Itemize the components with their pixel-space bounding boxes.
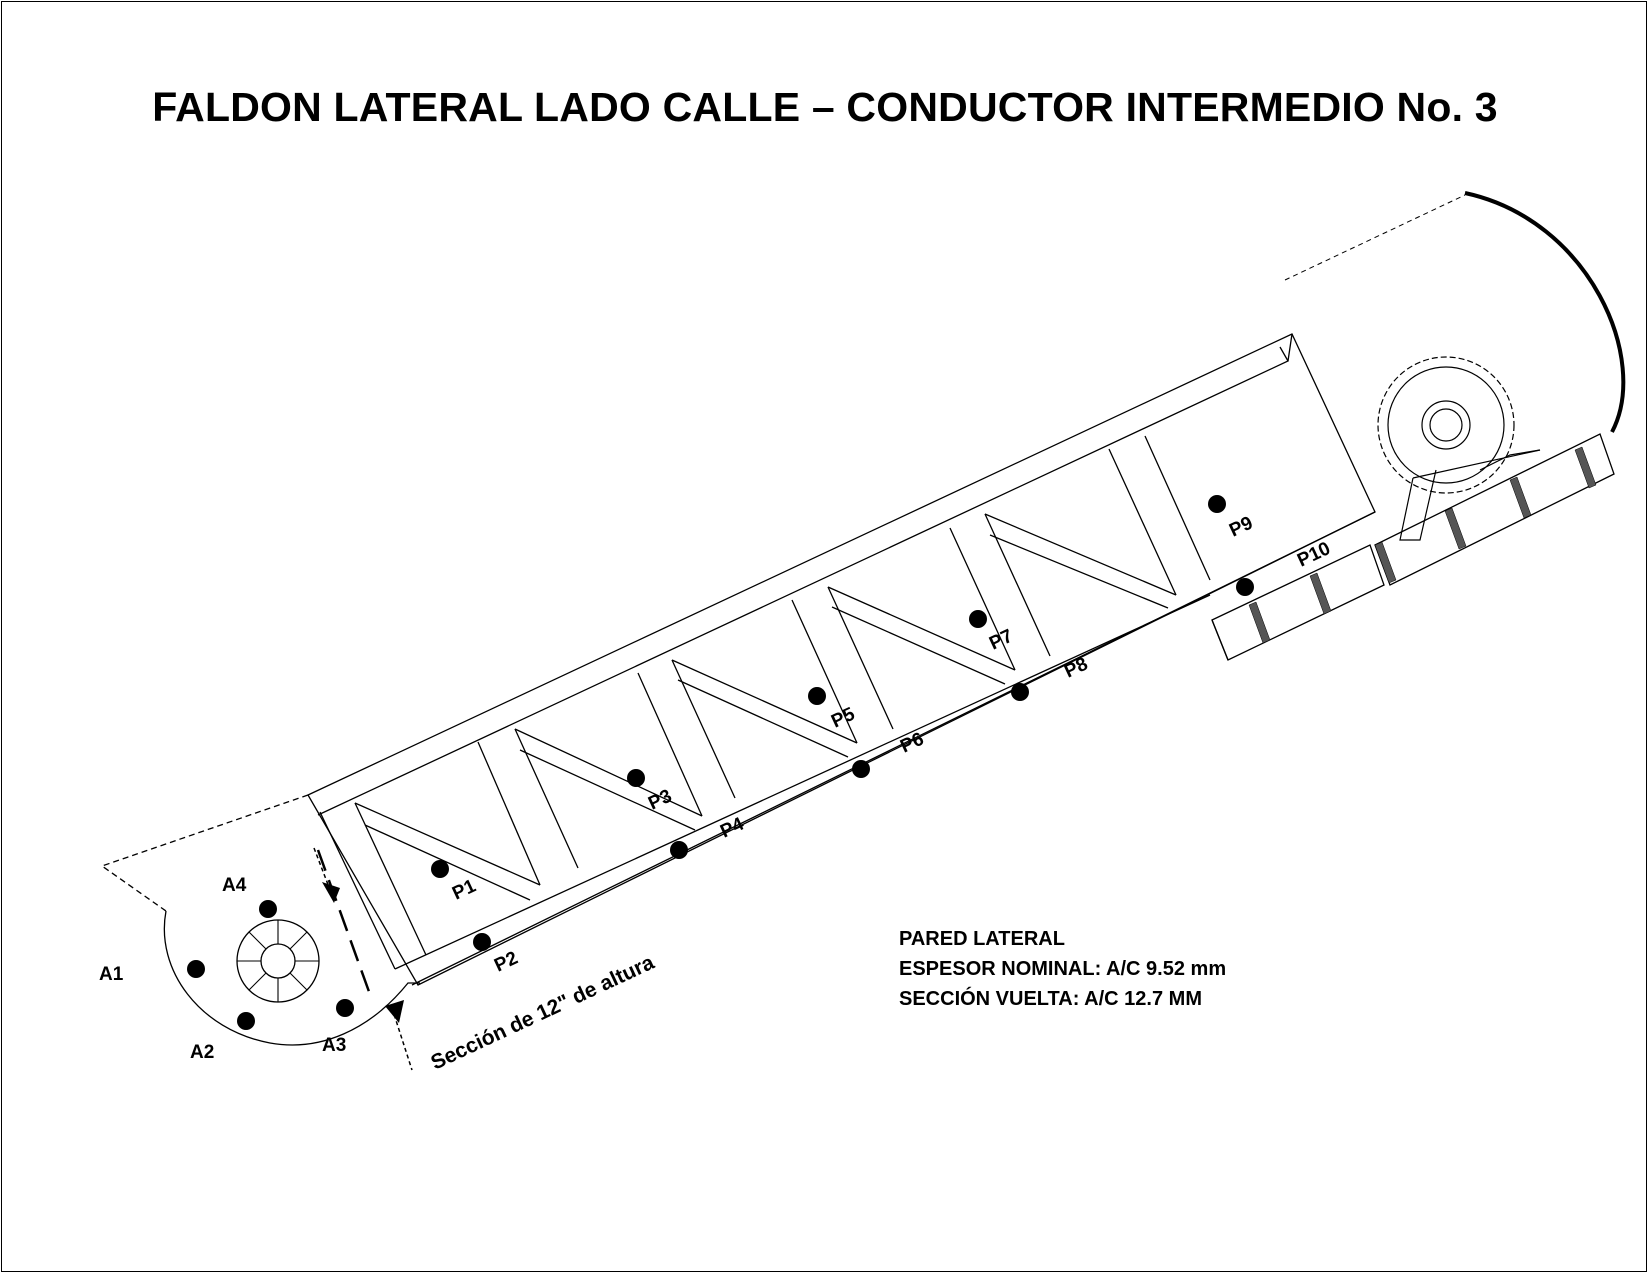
point-P5 [808, 687, 826, 705]
frame-post [354, 802, 427, 956]
sprocket-gear-icon [1377, 356, 1541, 541]
point-P7 [969, 610, 987, 628]
loading-zone-outline [100, 794, 309, 912]
upper-dashed-guide [1284, 194, 1466, 281]
frame-post [791, 599, 858, 744]
diagonal-brace [354, 802, 541, 886]
skirt-end-inner [1287, 333, 1293, 362]
belt-slats [1248, 446, 1597, 644]
label-A1: A1 [99, 964, 124, 985]
section-label: Sección de 12" de altura [427, 951, 658, 1075]
diagonal-brace [677, 679, 849, 758]
skirt-inner-bottom [394, 594, 1211, 970]
diagonal-brace [989, 534, 1169, 609]
tail-skirt-curve [163, 910, 420, 1046]
frame-post [514, 728, 579, 869]
point-P1 [431, 860, 449, 878]
diagonal-brace [364, 824, 531, 901]
label-P2: P2 [491, 948, 521, 977]
label-P7: P7 [986, 626, 1016, 655]
page-title: FALDON LATERAL LADO CALLE – CONDUCTOR IN… [152, 84, 1498, 130]
section-arrow-up [385, 1000, 404, 1023]
point-P6 [852, 760, 870, 778]
frame-post [827, 586, 894, 730]
note-line-3: SECCIÓN VUELTA: A/C 12.7 MM [899, 988, 1202, 1010]
point-P4 [670, 841, 688, 859]
measurement-points [187, 495, 1254, 1030]
point-P8 [1011, 683, 1029, 701]
point-P10 [1236, 578, 1254, 596]
label-A3: A3 [322, 1035, 346, 1056]
frame-post [319, 811, 396, 970]
section-arrow-down [322, 882, 340, 903]
wall-thickness-notes: PARED LATERAL ESPESOR NOMINAL: A/C 9.52 … [899, 924, 1226, 1014]
label-A4: A4 [222, 875, 247, 896]
label-P5: P5 [828, 703, 858, 732]
diagonal-brace [514, 728, 703, 817]
slat-belt-lower [1211, 544, 1385, 661]
point-A1 [187, 960, 205, 978]
frame-post [671, 659, 736, 799]
frame-post [1144, 435, 1211, 581]
head-pulley-arc [1464, 191, 1626, 433]
label-P6: P6 [897, 729, 927, 758]
note-line-1: PARED LATERAL [899, 928, 1065, 950]
point-A3 [336, 999, 354, 1017]
point-P9 [1208, 495, 1226, 513]
tail-roller-icon [236, 919, 320, 1003]
diagonal-brace [519, 749, 696, 831]
note-line-2: ESPESOR NOMINAL: A/C 9.52 mm [899, 958, 1227, 980]
label-P4: P4 [717, 813, 747, 842]
label-P1: P1 [449, 875, 479, 904]
section-cut-line [313, 847, 413, 1071]
skirt-bottom-rail [411, 511, 1376, 986]
point-P2 [473, 933, 491, 951]
label-P9: P9 [1226, 513, 1256, 542]
label-P8: P8 [1061, 654, 1091, 683]
diagonal-brace [984, 513, 1177, 596]
diagonal-brace [831, 606, 1006, 685]
point-P3 [627, 769, 645, 787]
point-A2 [237, 1012, 255, 1030]
frame-post [1108, 448, 1177, 596]
frame-post [637, 672, 703, 817]
diagonal-brace [671, 659, 858, 744]
frame-post [477, 741, 541, 886]
frame-post [949, 527, 1016, 671]
diagonal-brace [827, 586, 1016, 671]
point-A4 [259, 900, 277, 918]
label-P3: P3 [645, 786, 675, 815]
label-A2: A2 [190, 1042, 214, 1063]
